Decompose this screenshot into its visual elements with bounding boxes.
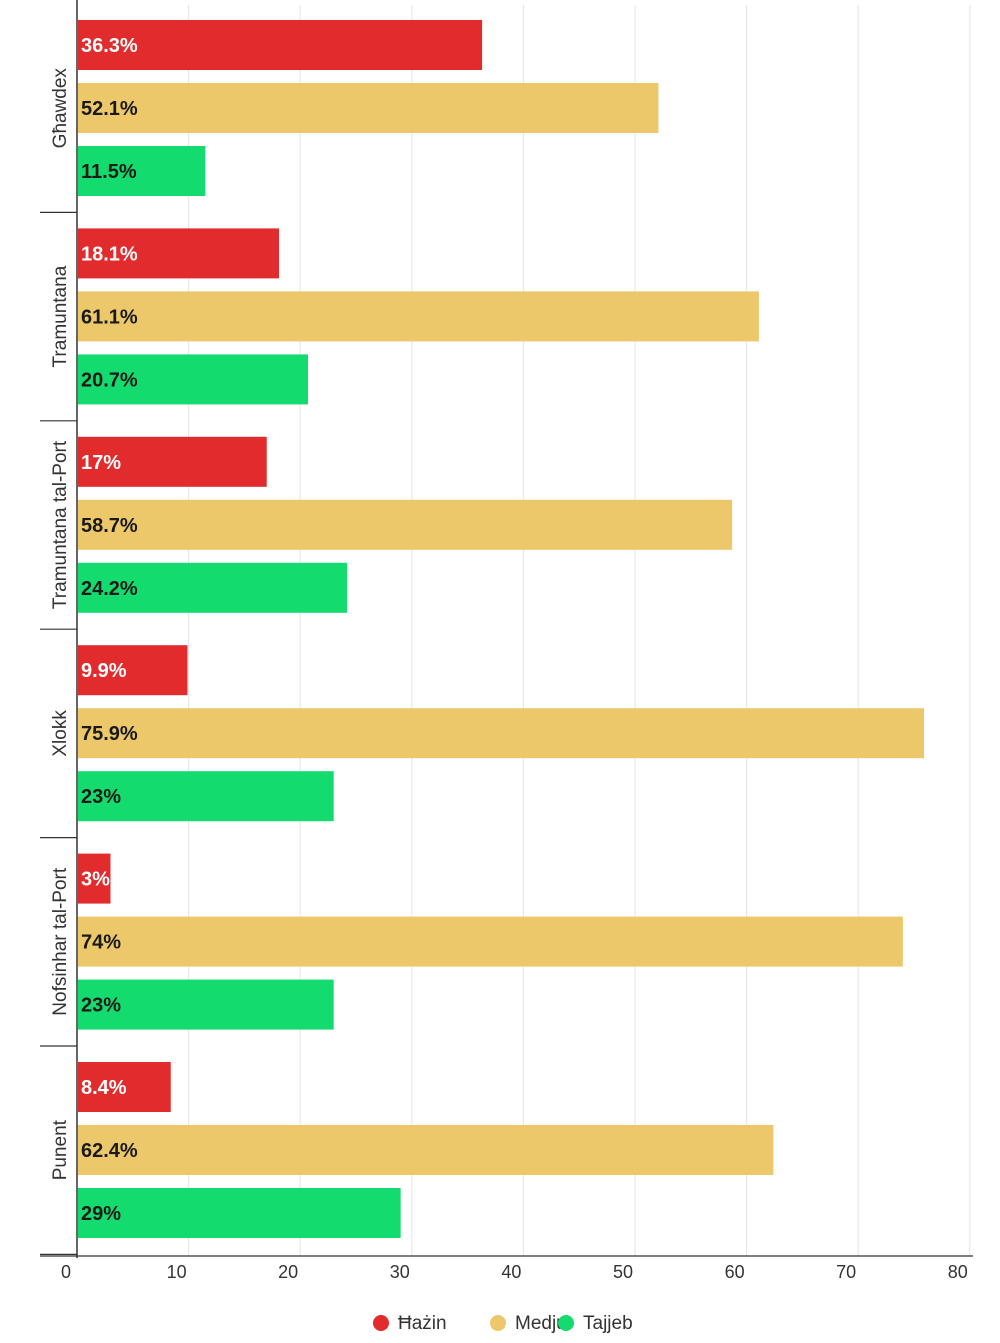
bar-value-label: 58.7% [81,515,138,537]
bar-value-label: 20.7% [81,369,138,391]
x-tick-label: 10 [167,1262,187,1282]
bar [78,1062,171,1112]
category-label: Nofsinhar tal-Port [50,867,71,1016]
legend: Ħażin Medju Tajjeb [373,1313,633,1334]
bar [78,708,925,759]
x-tick-label: 70 [836,1262,856,1282]
legend-swatch [558,1315,574,1331]
bar [78,979,334,1030]
legend-label: Ħażin [398,1313,447,1334]
x-tick-label: 0 [61,1262,71,1282]
bar-value-label: 61.1% [81,306,138,328]
bar [78,499,733,550]
bar [78,291,759,342]
legend-label: Tajjeb [583,1313,633,1334]
bar-value-label: 62.4% [81,1140,138,1162]
bar [78,228,279,279]
x-tick-label: 60 [725,1262,745,1282]
legend-label: Medju [515,1313,567,1334]
x-tick-label: 80 [948,1262,968,1282]
bar-value-label: 8.4% [81,1077,127,1099]
bar [78,853,111,904]
bar [78,354,309,405]
category-label: Għawdex [50,68,71,149]
bar-value-label: 74% [81,932,121,954]
bar [78,1125,774,1175]
bar-value-label: 9.9% [81,660,127,682]
bar [78,1188,401,1238]
x-tick-label: 40 [501,1262,521,1282]
x-tick-label: 50 [613,1262,633,1282]
bar-value-label: 11.5% [81,161,137,183]
axes: 0 10 20 30 40 50 60 70 80 Għawdex Tramuntana Tramun… [40,0,973,1282]
bar-value-label: 23% [81,995,121,1017]
gridlines [188,5,971,1256]
category-label: Punent [50,1119,71,1180]
bars: 36.3% 52.1% 11.5% 18.1% 61.1% 20.7% 17% 58.7% 24… [78,20,925,1238]
bar [78,562,348,613]
bar [78,916,903,967]
bar [78,83,659,133]
bar [78,146,206,196]
bar-value-label: 17% [81,452,121,474]
bar-value-label: 52.1% [81,98,138,120]
bar [78,20,483,70]
legend-swatch [373,1315,389,1331]
category-label: Xlokk [50,710,71,757]
category-label: Tramuntana tal-Port [50,440,71,609]
bar [78,436,267,487]
bar [78,771,334,822]
bar-value-label: 29% [81,1203,121,1225]
bar-value-label: 24.2% [81,578,138,600]
bar-value-label: 75.9% [81,723,138,745]
bar-value-label: 23% [81,786,121,808]
legend-swatch [490,1315,506,1331]
x-tick-label: 20 [278,1262,298,1282]
x-tick-label: 30 [390,1262,410,1282]
bar [78,645,188,696]
bar-value-label: 36.3% [81,35,138,57]
bar-value-label: 18.1% [81,243,138,265]
category-label: Tramuntana [50,265,71,367]
bar-value-label: 3% [81,869,110,891]
